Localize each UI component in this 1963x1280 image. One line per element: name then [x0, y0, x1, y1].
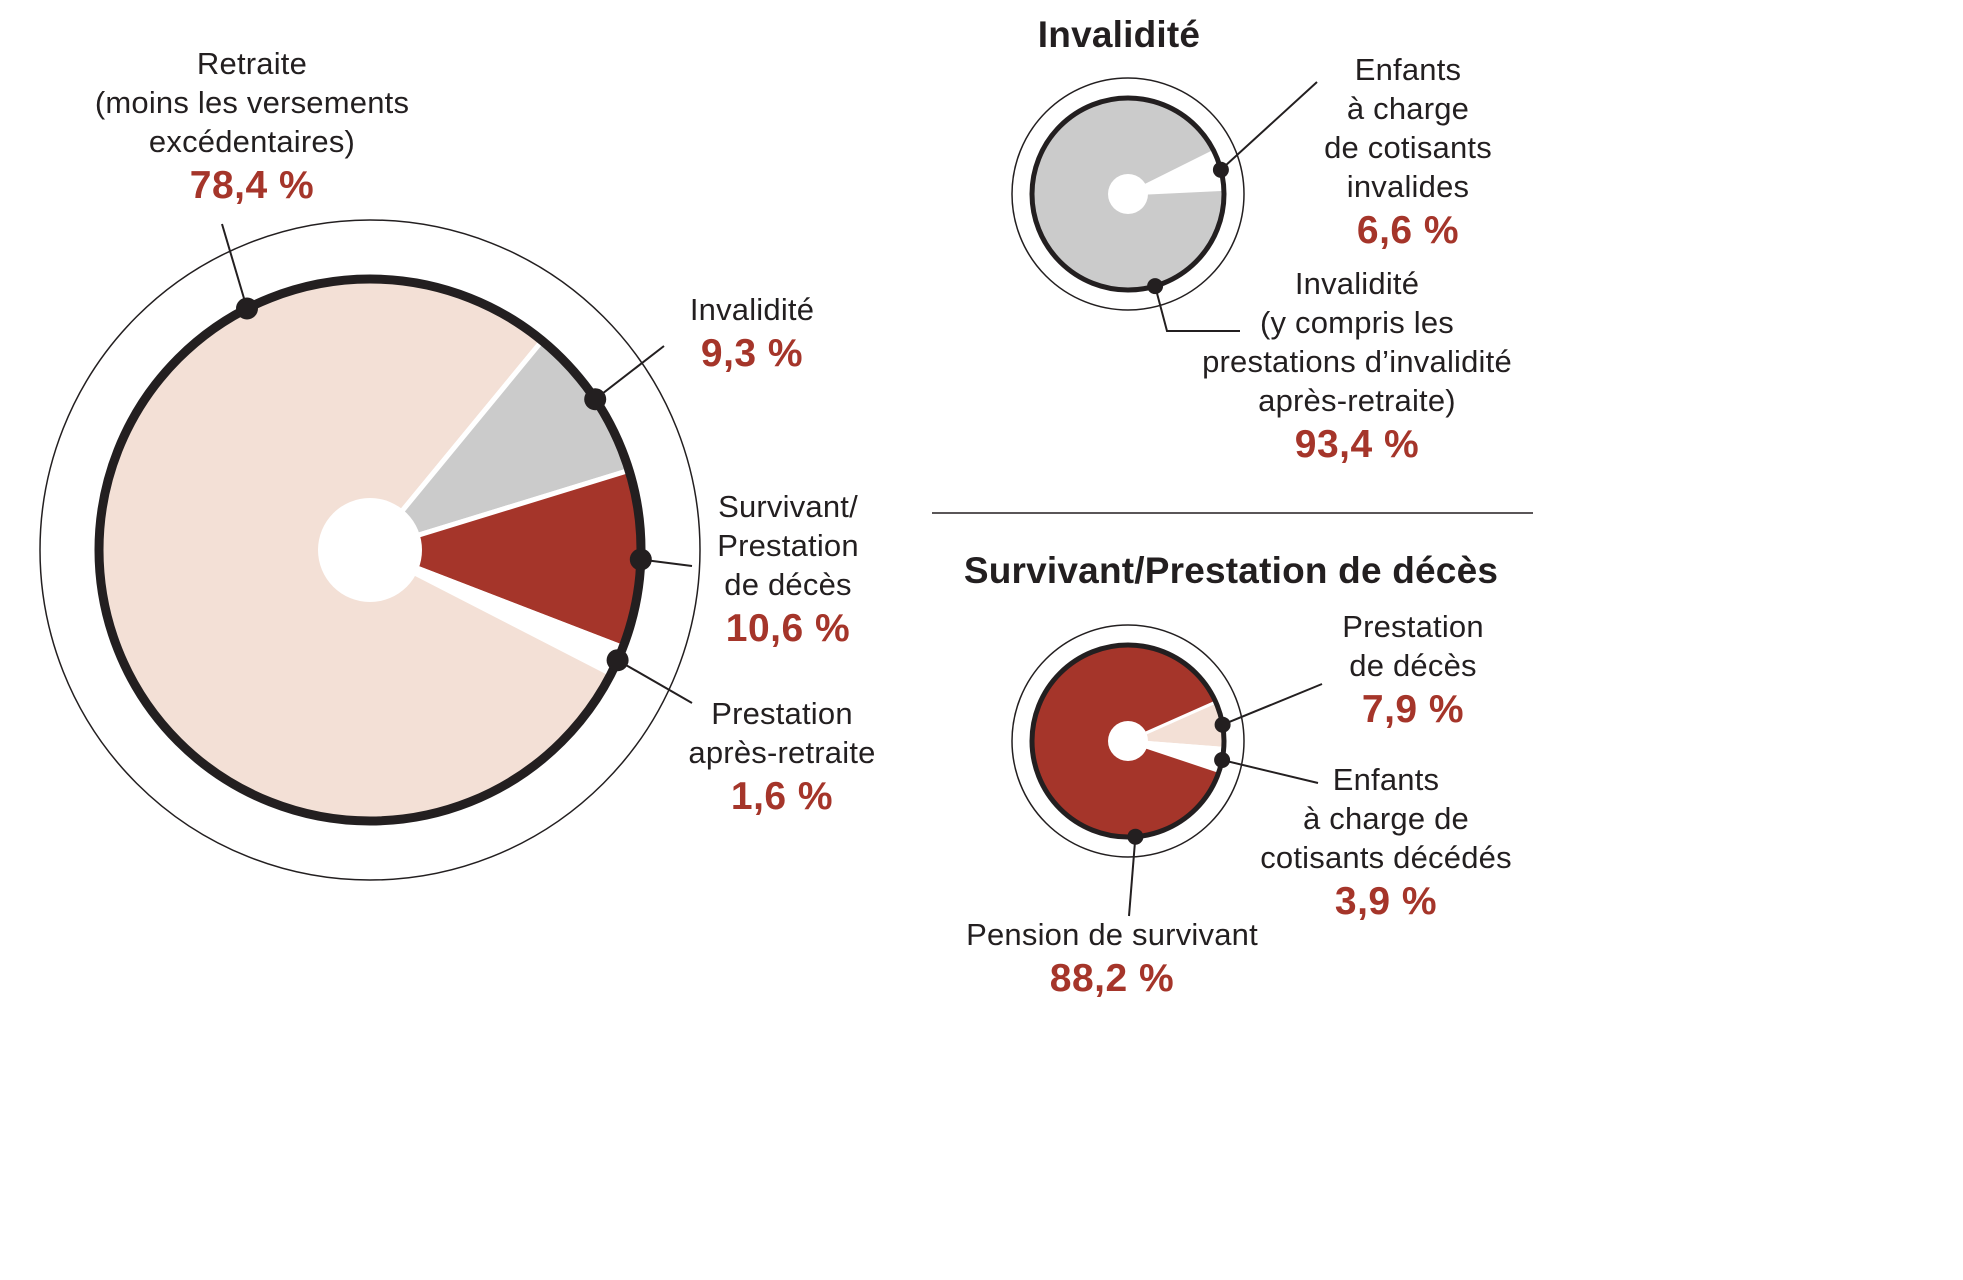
- label-invalidite-main: Invalidité: [689, 292, 815, 327]
- leader-dot-2: [1127, 828, 1144, 845]
- label-enfants-decedes: Enfants à charge de cotisants décédés: [1260, 762, 1512, 875]
- callout-pension-survivant: Pension de survivant 88,2 %: [966, 915, 1258, 1002]
- pct-pension-survivant: 88,2 %: [1049, 957, 1175, 1000]
- outer-ring: [1011, 77, 1245, 311]
- label-pension-survivant: Pension de survivant: [966, 917, 1258, 952]
- outer-ring: [1011, 624, 1245, 858]
- chart-title-survivant: Survivant/Prestation de décès: [963, 550, 1499, 591]
- pct-enfants-invalides: 6,6 %: [1356, 209, 1460, 252]
- leader-line-2: [1128, 836, 1137, 917]
- leader-dot-1: [584, 388, 607, 411]
- pct-enfants-decedes: 3,9 %: [1334, 880, 1438, 923]
- pct-prestation-deces: 7,9 %: [1361, 688, 1465, 731]
- callout-prestation-deces: Prestation de décès 7,9 %: [1342, 607, 1484, 733]
- leader-dot-0: [1214, 716, 1231, 733]
- callout-retraite: Retraite (moins les versements excédenta…: [95, 44, 409, 209]
- pie-chart-repartition-principale: [39, 219, 701, 881]
- donut-hole: [1108, 721, 1148, 761]
- donut-hole: [1108, 174, 1148, 214]
- donut-hole: [318, 498, 422, 602]
- callout-enfants-invalides: Enfants à charge de cotisants invalides …: [1324, 50, 1492, 254]
- label-invalidite-principal: Invalidité (y compris les prestations d’…: [1202, 266, 1512, 418]
- label-apres-retraite: Prestation après-retraite: [688, 696, 876, 770]
- pie-chart-invalidite: [1011, 77, 1318, 332]
- pct-apres-retraite: 1,6 %: [730, 775, 834, 818]
- pct-invalidite-main: 9,3 %: [700, 332, 804, 375]
- pct-survivant-main: 10,6 %: [725, 607, 851, 650]
- leader-dot-2: [629, 548, 652, 571]
- pct-invalidite-principal: 93,4 %: [1294, 423, 1420, 466]
- label-prestation-deces: Prestation de décès: [1342, 609, 1484, 683]
- chart-title-invalidite: Invalidité: [1037, 14, 1201, 55]
- leader-dot-1: [1214, 752, 1231, 768]
- leader-line-0: [1222, 683, 1323, 726]
- leader-dot-3: [606, 649, 629, 672]
- leader-line-3: [617, 659, 693, 704]
- leader-line-1: [594, 345, 665, 400]
- leader-line-0: [1220, 81, 1318, 171]
- callout-invalidite-principal: Invalidité (y compris les prestations d’…: [1202, 264, 1512, 468]
- label-enfants-invalides: Enfants à charge de cotisants invalides: [1324, 52, 1492, 204]
- leader-line-1: [1154, 285, 1240, 332]
- callout-apres-retraite: Prestation après-retraite 1,6 %: [688, 694, 875, 820]
- leader-dot-1: [1147, 278, 1164, 295]
- leader-line-0: [221, 223, 248, 309]
- callout-invalidite-main: Invalidité 9,3 %: [690, 290, 814, 377]
- outer-ring: [39, 219, 701, 881]
- leader-dot-0: [1212, 161, 1229, 178]
- callout-enfants-decedes: Enfants à charge de cotisants décédés 3,…: [1260, 760, 1512, 925]
- label-retraite: Retraite (moins les versements excédenta…: [94, 46, 410, 159]
- callout-survivant-main: Survivant/ Prestation de décès 10,6 %: [717, 487, 859, 652]
- label-survivant-main: Survivant/ Prestation de décès: [717, 489, 859, 602]
- pie-chart-survivant-prestation-deces: [1011, 624, 1323, 917]
- leader-dot-0: [236, 297, 258, 320]
- pct-retraite: 78,4 %: [189, 164, 315, 207]
- pie-outline: [1029, 95, 1227, 293]
- leader-line-1: [1221, 759, 1319, 784]
